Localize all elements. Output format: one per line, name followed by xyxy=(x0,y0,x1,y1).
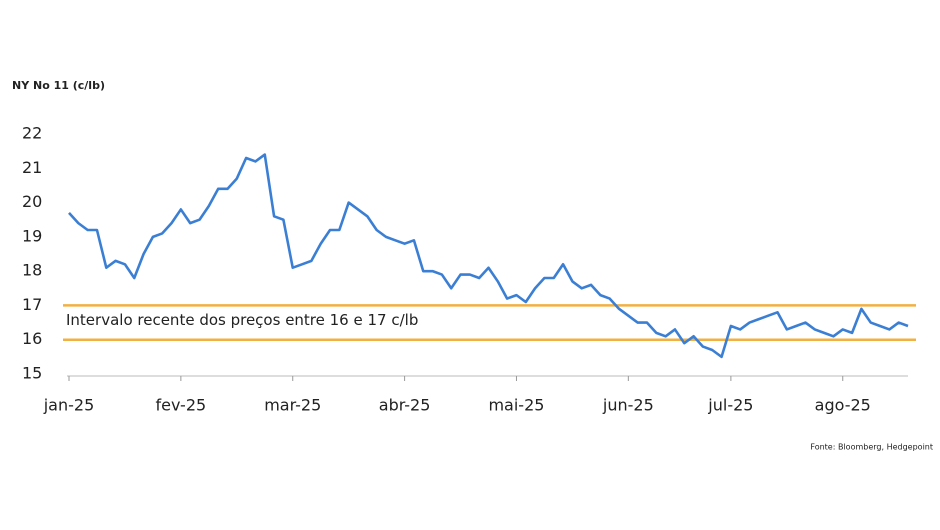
x-tick-label: jul-25 xyxy=(707,396,753,415)
y-tick-label: 19 xyxy=(22,226,42,245)
y-tick-label: 15 xyxy=(22,364,42,383)
x-tick-label: mar-25 xyxy=(264,396,321,415)
y-tick-label: 17 xyxy=(22,295,42,314)
x-tick-label: fev-25 xyxy=(156,396,207,415)
y-tick-label: 21 xyxy=(22,158,42,177)
x-tick-label: jun-25 xyxy=(602,396,654,415)
y-tick-label: 20 xyxy=(22,192,42,211)
source-note: Fonte: Bloomberg, Hedgepoint xyxy=(810,443,933,452)
y-tick-label: 16 xyxy=(22,329,42,348)
x-tick-label: abr-25 xyxy=(379,396,431,415)
x-tick-label: jan-25 xyxy=(43,396,95,415)
x-tick-label: ago-25 xyxy=(815,396,871,415)
y-tick-label: 22 xyxy=(22,124,42,143)
chart-title: NY No 11 (c/lb) xyxy=(12,79,105,92)
annotation: Intervalo recente dos preços entre 16 e … xyxy=(66,311,418,329)
price-line xyxy=(68,153,909,359)
y-tick-label: 18 xyxy=(22,261,42,280)
x-tick-label: mai-25 xyxy=(488,396,544,415)
